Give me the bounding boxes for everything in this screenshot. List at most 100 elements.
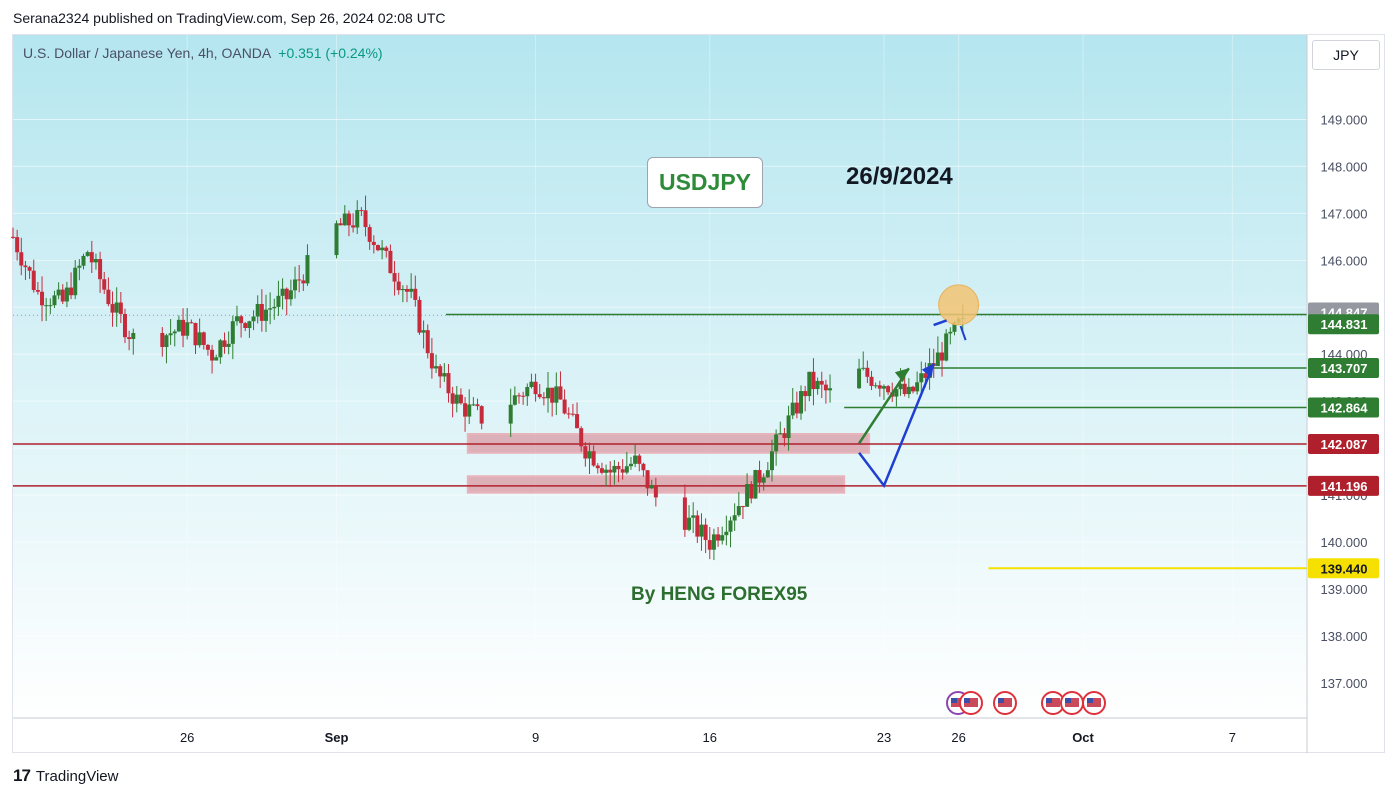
candle-up	[44, 305, 49, 307]
candle-up	[214, 357, 219, 361]
x-tick-label: 7	[1229, 730, 1236, 745]
candle-down	[599, 468, 604, 473]
flag-stripes	[964, 698, 978, 707]
y-tick-label: 140.000	[1321, 535, 1368, 550]
candle-down	[682, 497, 687, 530]
price-tag	[1308, 397, 1379, 418]
candle-up	[529, 381, 534, 387]
candle-down	[23, 265, 28, 268]
candle-up	[185, 322, 190, 336]
candle-up	[81, 255, 86, 266]
candle-up	[263, 309, 268, 321]
candle-up	[828, 388, 833, 391]
candle-up	[272, 306, 277, 309]
candle-down	[98, 259, 103, 280]
candle-down	[740, 506, 745, 508]
blue-dash-1	[933, 319, 948, 327]
us-flag-icon[interactable]	[1060, 691, 1084, 715]
candle-up	[168, 333, 173, 336]
price-tags: 144.847144.831143.707142.864142.087141.1…	[1308, 302, 1379, 579]
candle-up	[753, 470, 758, 499]
event-icons[interactable]	[946, 691, 1106, 715]
candle-up	[935, 352, 940, 367]
candle-up	[720, 535, 725, 541]
candle-down	[388, 250, 393, 274]
candle-up	[268, 308, 273, 310]
candle-up	[226, 343, 231, 347]
candle-down	[371, 241, 376, 246]
candle-up	[687, 517, 692, 530]
us-flag-icon[interactable]	[993, 691, 1017, 715]
tradingview-logo[interactable]: 17 TradingView	[13, 766, 118, 786]
candle-down	[910, 386, 915, 392]
candle-up	[587, 451, 592, 459]
y-tick-label: 146.000	[1321, 253, 1368, 268]
price-tag	[1308, 357, 1379, 378]
x-tick-label: 23	[877, 730, 891, 745]
candle-down	[429, 353, 434, 369]
candle-down	[562, 399, 567, 414]
candle-up	[56, 289, 61, 296]
candle-down	[558, 386, 563, 400]
us-flag-icon[interactable]	[1082, 691, 1106, 715]
candle-down	[239, 316, 244, 324]
candle-down	[438, 366, 443, 377]
candle-down	[127, 337, 132, 339]
candle-up	[604, 469, 609, 473]
currency-selector[interactable]: JPY	[1312, 40, 1380, 70]
candle-down	[413, 288, 418, 300]
candle-up	[778, 433, 783, 435]
target-circle	[938, 284, 980, 326]
candle-up	[467, 404, 472, 417]
us-flag-icon[interactable]	[959, 691, 983, 715]
candle-down	[521, 395, 526, 397]
candle-up	[73, 267, 78, 296]
candle-up	[230, 321, 235, 344]
price-tag-label: 142.864	[1321, 401, 1369, 416]
us-flag-icon[interactable]	[1041, 691, 1065, 715]
candle-up	[247, 321, 252, 329]
candle-up	[164, 335, 169, 347]
candle-down	[923, 373, 928, 378]
candle-down	[189, 322, 194, 324]
candle-up	[628, 463, 633, 467]
candle-up	[48, 305, 53, 307]
symbol-info: U.S. Dollar / Japanese Yen, 4h, OANDA +0…	[23, 45, 383, 61]
flag-stripes	[1046, 698, 1060, 707]
candle-down	[425, 330, 430, 354]
candle-down	[811, 371, 816, 390]
flag-stripes	[998, 698, 1012, 707]
green-arrow-head	[894, 368, 909, 383]
candle-up	[948, 331, 953, 334]
candle-down	[616, 465, 621, 470]
publish-info: Serana2324 published on TradingView.com,…	[13, 10, 446, 26]
candle-down	[645, 470, 650, 489]
candle-down	[550, 387, 555, 403]
candle-down	[575, 414, 580, 429]
candle-up	[77, 265, 82, 268]
projections	[858, 284, 980, 489]
symbol-description: U.S. Dollar / Japanese Yen, 4h, OANDA	[23, 45, 271, 61]
candle-down	[707, 540, 712, 550]
candle-down	[384, 247, 389, 251]
candle-down	[541, 397, 546, 399]
x-tick-label: 9	[532, 730, 539, 745]
candle-up	[944, 333, 949, 361]
blue-dash-2	[959, 325, 967, 341]
symbol-change: +0.351 (+0.24%)	[278, 45, 383, 61]
candle-up	[624, 466, 629, 473]
candle-up	[400, 288, 405, 291]
flag-canton	[1046, 698, 1052, 703]
candle-down	[819, 380, 824, 385]
candle-up	[508, 404, 513, 424]
candle-down	[570, 413, 575, 415]
x-tick-label: 26	[951, 730, 965, 745]
candle-down	[392, 273, 397, 282]
candle-up	[234, 316, 239, 322]
price-tag-label: 141.196	[1321, 479, 1368, 494]
candle-down	[865, 367, 870, 377]
candle-down	[160, 332, 165, 347]
candle-up	[649, 485, 654, 489]
candle-down	[396, 281, 401, 291]
